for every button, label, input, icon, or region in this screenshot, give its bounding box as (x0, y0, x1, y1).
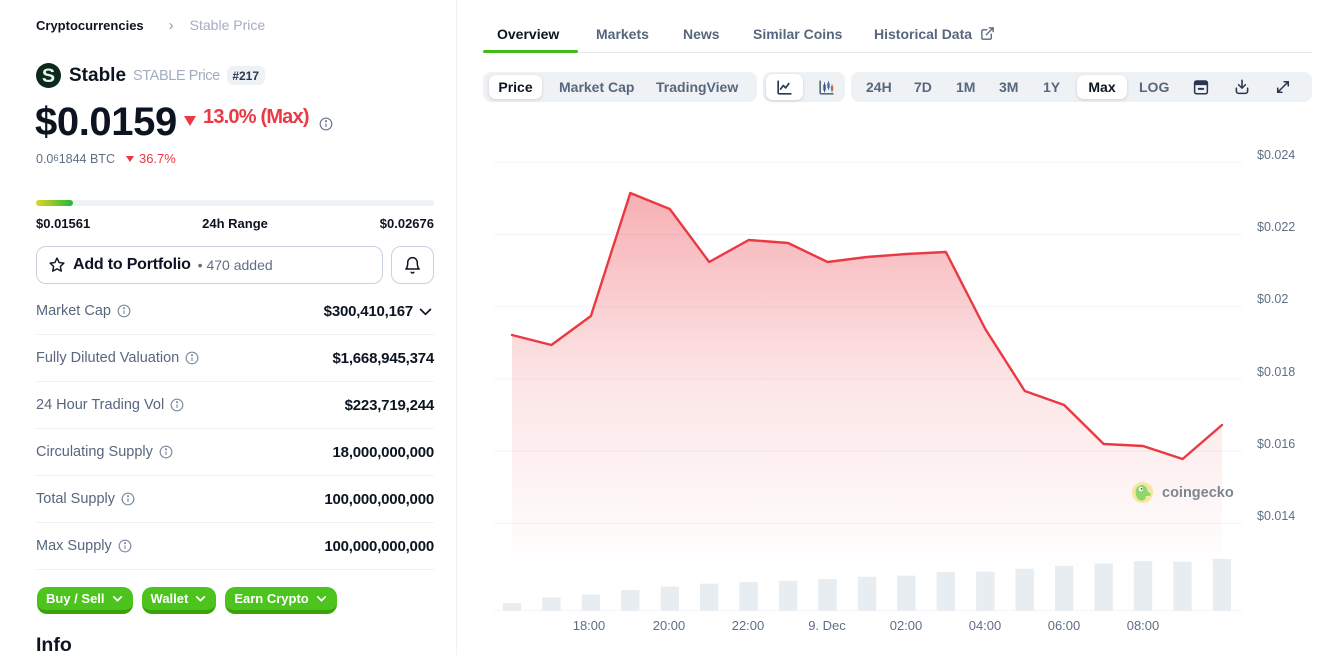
svg-text:S: S (42, 65, 55, 87)
